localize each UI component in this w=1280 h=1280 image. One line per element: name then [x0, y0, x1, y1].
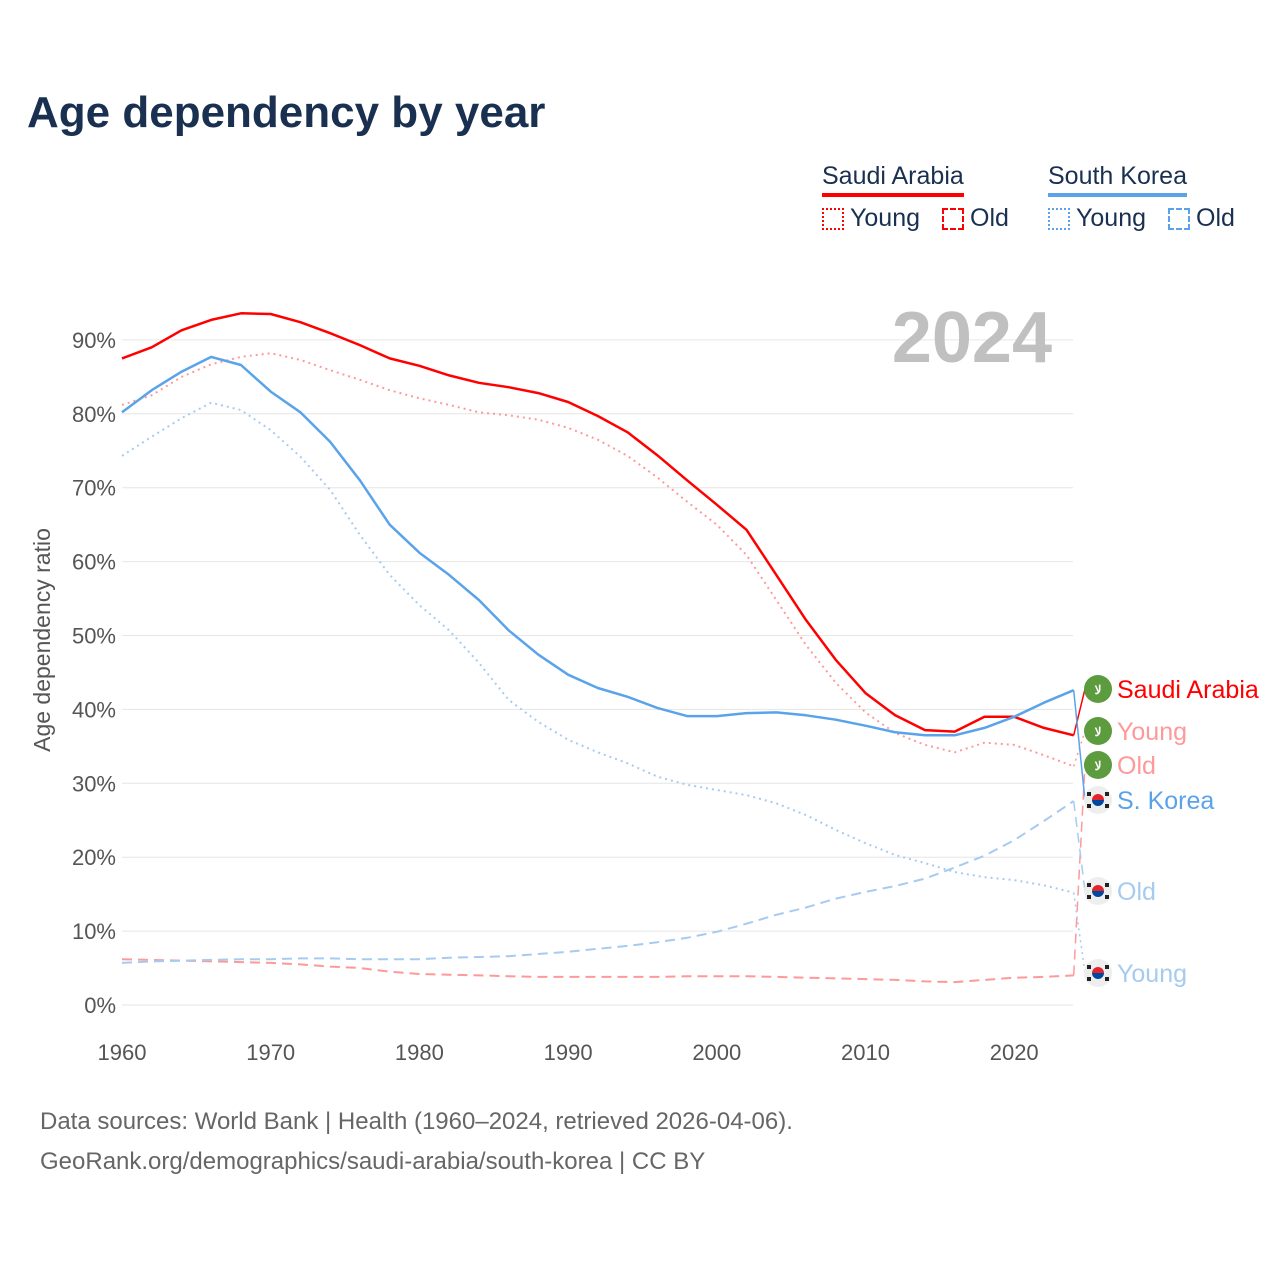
y-tick-label: 50% [72, 624, 116, 649]
year-watermark: 2024 [892, 298, 1052, 378]
legend-saudi-old[interactable]: Old [942, 204, 1009, 233]
svg-text:ﻻ: ﻻ [1095, 683, 1102, 697]
series-line-south-korea-young [121, 401, 1074, 894]
y-tick-label: 80% [72, 402, 116, 427]
y-axis-label: Age dependency ratio [29, 528, 55, 752]
end-label: Young [1117, 960, 1187, 988]
series-line-south-korea [121, 355, 1075, 737]
x-tick-label: 1960 [98, 1040, 147, 1065]
y-tick-label: 70% [72, 476, 116, 501]
footer-link[interactable]: GeoRank.org/demographics/saudi-arabia/so… [40, 1148, 706, 1175]
y-tick-label: 60% [72, 550, 116, 575]
korea-flag-icon [1084, 959, 1112, 987]
saudi-flag-icon: ﻻ [1084, 675, 1112, 703]
end-label: S. Korea [1117, 787, 1214, 815]
series-line-saudi-arabia-young [121, 352, 1075, 768]
x-tick-label: 2000 [692, 1040, 741, 1065]
x-tick-label: 1980 [395, 1040, 444, 1065]
end-label: Old [1117, 878, 1156, 906]
legend-south-korea[interactable]: South Korea [1048, 162, 1187, 197]
x-tick-label: 1990 [544, 1040, 593, 1065]
label-connector [1072, 690, 1086, 801]
series-line-south-korea-old [121, 800, 1075, 964]
korea-flag-icon [1084, 786, 1112, 814]
svg-text:ﻻ: ﻻ [1095, 725, 1102, 739]
y-tick-label: 90% [72, 328, 116, 353]
legend-saudi-young[interactable]: Young [822, 204, 920, 233]
footer-sources: Data sources: World Bank | Health (1960–… [40, 1108, 793, 1135]
saudi-flag-icon: ﻻ [1084, 751, 1112, 779]
legend-korea-young[interactable]: Young [1048, 204, 1146, 233]
svg-text:ﻻ: ﻻ [1095, 759, 1102, 773]
legend-label: Old [970, 204, 1009, 232]
y-tick-label: 10% [72, 919, 116, 944]
end-label: Young [1117, 718, 1187, 746]
label-connector [1072, 688, 1086, 736]
legend-label: Young [1076, 204, 1146, 232]
legend-saudi-arabia[interactable]: Saudi Arabia [822, 162, 964, 197]
dotted-swatch-icon [822, 207, 844, 230]
x-tick-label: 2010 [841, 1040, 890, 1065]
y-tick-label: 20% [72, 845, 116, 870]
saudi-flag-icon: ﻻ [1084, 717, 1112, 745]
y-tick-label: 0% [84, 993, 116, 1018]
y-tick-label: 40% [72, 697, 116, 722]
label-connector [1072, 764, 1086, 976]
korea-flag-icon [1084, 877, 1112, 905]
legend-label: Old [1196, 204, 1235, 232]
series-line-saudi-arabia [121, 312, 1075, 737]
x-tick-label: 2020 [990, 1040, 1039, 1065]
page-title: Age dependency by year [27, 88, 546, 137]
dashed-swatch-icon [942, 207, 964, 230]
dashed-swatch-icon [1168, 207, 1190, 230]
end-label: Saudi Arabia [1117, 676, 1259, 704]
label-connector [1072, 892, 1086, 974]
end-label: Old [1117, 752, 1156, 780]
y-tick-label: 30% [72, 771, 116, 796]
series-line-saudi-arabia-old [121, 958, 1074, 984]
legend-label: Young [850, 204, 920, 232]
legend-korea-old[interactable]: Old [1168, 204, 1235, 233]
x-tick-label: 1970 [246, 1040, 295, 1065]
dotted-swatch-icon [1048, 207, 1070, 230]
